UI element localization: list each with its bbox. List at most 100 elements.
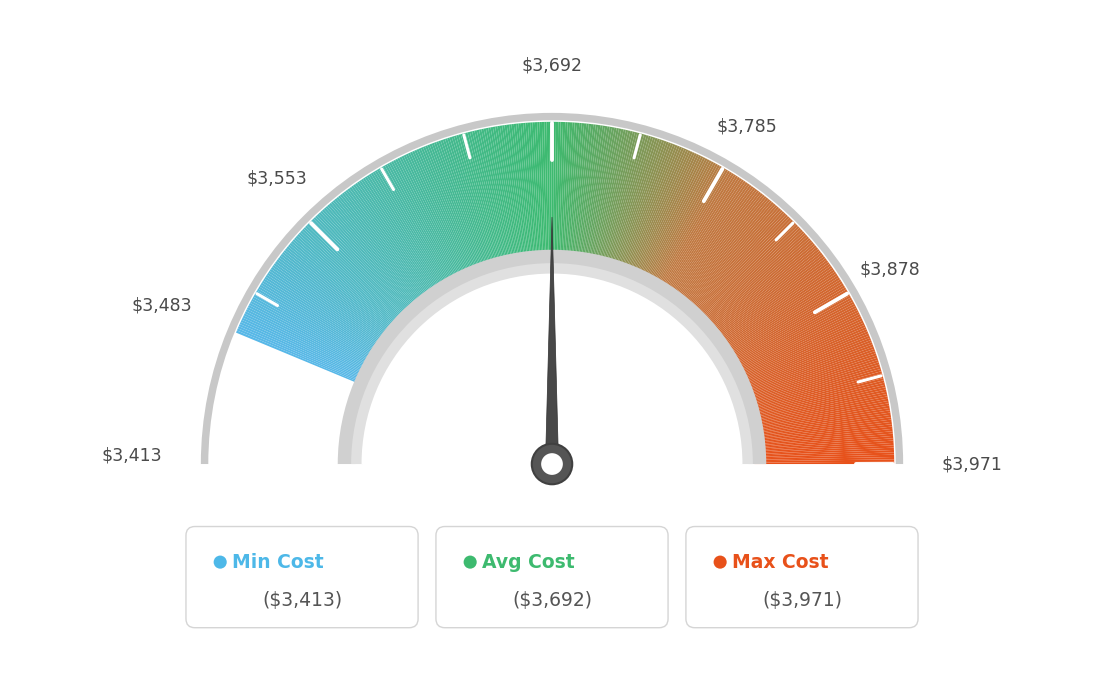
Wedge shape <box>253 297 375 366</box>
Wedge shape <box>338 195 426 306</box>
Wedge shape <box>664 178 742 296</box>
Wedge shape <box>693 219 793 320</box>
Wedge shape <box>690 215 788 317</box>
Wedge shape <box>484 128 513 266</box>
Wedge shape <box>279 255 392 342</box>
Wedge shape <box>616 139 662 273</box>
Wedge shape <box>623 143 673 275</box>
Wedge shape <box>561 122 570 262</box>
Wedge shape <box>405 154 467 281</box>
Wedge shape <box>731 304 856 371</box>
Wedge shape <box>276 259 390 344</box>
Wedge shape <box>752 408 890 432</box>
Wedge shape <box>647 161 714 286</box>
Wedge shape <box>445 138 490 272</box>
Wedge shape <box>418 148 475 277</box>
Wedge shape <box>733 310 859 374</box>
Wedge shape <box>753 424 892 442</box>
Wedge shape <box>407 152 468 281</box>
Wedge shape <box>498 126 521 264</box>
Wedge shape <box>752 410 890 433</box>
Wedge shape <box>736 325 866 383</box>
Wedge shape <box>505 125 526 264</box>
Text: $3,553: $3,553 <box>247 170 308 188</box>
Wedge shape <box>754 448 894 455</box>
Wedge shape <box>618 141 667 273</box>
Wedge shape <box>361 273 743 464</box>
Wedge shape <box>305 226 407 324</box>
Wedge shape <box>696 223 796 322</box>
Wedge shape <box>310 220 410 321</box>
Wedge shape <box>750 387 887 420</box>
Wedge shape <box>749 382 885 417</box>
Text: Max Cost: Max Cost <box>732 553 828 571</box>
Wedge shape <box>242 317 369 379</box>
Wedge shape <box>511 124 530 263</box>
Circle shape <box>540 452 564 476</box>
Wedge shape <box>725 287 847 361</box>
Wedge shape <box>692 217 792 319</box>
Wedge shape <box>617 140 665 273</box>
Wedge shape <box>389 162 457 286</box>
Wedge shape <box>554 122 559 262</box>
Wedge shape <box>516 124 532 263</box>
Wedge shape <box>348 188 432 302</box>
Wedge shape <box>244 313 370 376</box>
Wedge shape <box>750 394 888 424</box>
Wedge shape <box>538 122 544 262</box>
Wedge shape <box>477 130 509 266</box>
Wedge shape <box>746 366 881 408</box>
Wedge shape <box>631 149 689 279</box>
Wedge shape <box>712 255 824 341</box>
Wedge shape <box>752 415 891 436</box>
Wedge shape <box>627 146 682 277</box>
Wedge shape <box>423 146 477 277</box>
Wedge shape <box>293 239 400 332</box>
Wedge shape <box>247 307 372 373</box>
Wedge shape <box>716 266 832 348</box>
Wedge shape <box>320 210 416 315</box>
Wedge shape <box>724 285 845 359</box>
Wedge shape <box>340 194 427 305</box>
Wedge shape <box>608 135 649 270</box>
Wedge shape <box>673 190 760 303</box>
Wedge shape <box>357 181 438 298</box>
Wedge shape <box>714 260 828 344</box>
Wedge shape <box>256 290 378 363</box>
Wedge shape <box>335 199 424 308</box>
Wedge shape <box>752 406 890 431</box>
Wedge shape <box>700 231 805 327</box>
Wedge shape <box>745 360 879 404</box>
Circle shape <box>214 555 226 569</box>
Wedge shape <box>732 308 858 373</box>
Wedge shape <box>630 148 687 278</box>
Wedge shape <box>555 122 561 262</box>
Wedge shape <box>740 338 871 391</box>
Wedge shape <box>438 141 486 273</box>
Wedge shape <box>680 199 771 308</box>
Wedge shape <box>246 309 372 374</box>
Wedge shape <box>723 282 842 357</box>
Wedge shape <box>323 208 418 313</box>
Wedge shape <box>592 128 622 266</box>
Wedge shape <box>598 131 633 268</box>
Wedge shape <box>414 150 471 279</box>
Wedge shape <box>739 333 869 388</box>
Wedge shape <box>699 228 802 325</box>
Wedge shape <box>261 282 381 358</box>
Wedge shape <box>750 389 887 422</box>
Wedge shape <box>753 422 892 440</box>
Wedge shape <box>701 233 806 328</box>
Wedge shape <box>754 455 894 460</box>
Wedge shape <box>540 122 546 262</box>
Wedge shape <box>580 125 601 264</box>
Wedge shape <box>654 168 726 290</box>
Wedge shape <box>349 187 433 301</box>
Wedge shape <box>645 160 712 285</box>
Wedge shape <box>559 122 565 262</box>
Wedge shape <box>513 124 531 263</box>
Wedge shape <box>402 156 465 282</box>
Wedge shape <box>376 169 449 290</box>
Wedge shape <box>412 150 470 279</box>
Wedge shape <box>666 181 746 297</box>
